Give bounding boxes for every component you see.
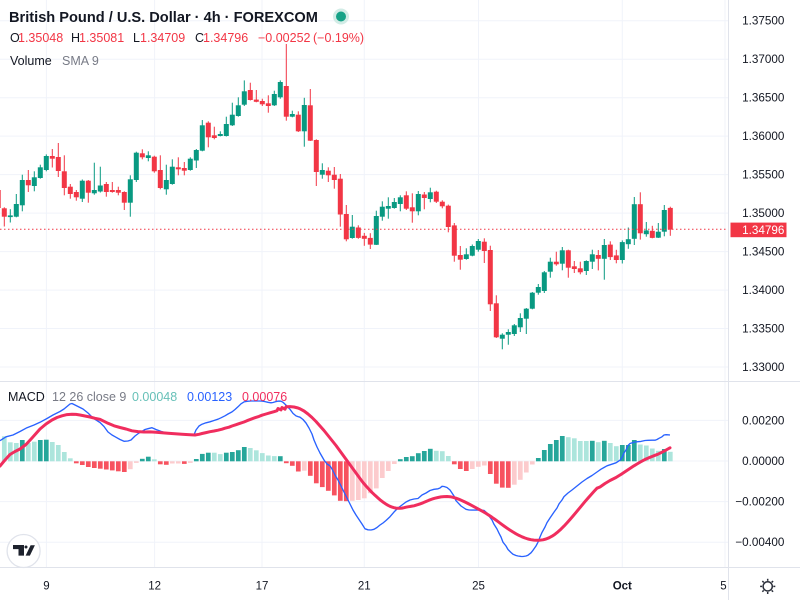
svg-text:12: 12 bbox=[148, 581, 161, 593]
svg-text:1.34796: 1.34796 bbox=[203, 31, 248, 45]
svg-text:SMA 9: SMA 9 bbox=[62, 54, 99, 68]
svg-text:(−0.19%): (−0.19%) bbox=[313, 31, 364, 45]
svg-text:1.34709: 1.34709 bbox=[140, 31, 185, 45]
svg-text:1.35081: 1.35081 bbox=[79, 31, 124, 45]
svg-text:5: 5 bbox=[720, 581, 726, 593]
svg-text:9: 9 bbox=[43, 581, 49, 593]
svg-text:0.00200: 0.00200 bbox=[742, 414, 785, 427]
svg-text:1.35000: 1.35000 bbox=[742, 207, 785, 220]
svg-text:0.00123: 0.00123 bbox=[187, 390, 232, 404]
svg-text:12 26 close 9: 12 26 close 9 bbox=[52, 390, 126, 404]
svg-text:−0.00400: −0.00400 bbox=[735, 536, 785, 549]
svg-text:1.34500: 1.34500 bbox=[742, 246, 785, 259]
svg-text:1.36500: 1.36500 bbox=[742, 92, 785, 105]
svg-text:1.34796: 1.34796 bbox=[742, 224, 784, 237]
svg-text:1.33500: 1.33500 bbox=[742, 323, 785, 336]
svg-text:1.35500: 1.35500 bbox=[742, 169, 785, 182]
svg-text:0.00048: 0.00048 bbox=[132, 390, 177, 404]
svg-text:−0.00252: −0.00252 bbox=[258, 31, 311, 45]
svg-text:H: H bbox=[71, 31, 80, 45]
svg-text:21: 21 bbox=[358, 581, 371, 593]
svg-text:O: O bbox=[10, 31, 20, 45]
svg-text:1.37000: 1.37000 bbox=[742, 53, 785, 66]
svg-text:Volume: Volume bbox=[10, 54, 52, 68]
svg-text:0.00000: 0.00000 bbox=[742, 455, 785, 468]
svg-text:MACD: MACD bbox=[8, 390, 45, 404]
svg-text:L: L bbox=[133, 31, 140, 45]
svg-text:0.00076: 0.00076 bbox=[242, 390, 287, 404]
svg-text:1.35048: 1.35048 bbox=[18, 31, 63, 45]
svg-text:17: 17 bbox=[256, 581, 269, 593]
svg-text:25: 25 bbox=[472, 581, 485, 593]
svg-text:−0.00200: −0.00200 bbox=[735, 496, 785, 509]
svg-text:British Pound / U.S. Dollar ·: British Pound / U.S. Dollar · 4h · FOREX… bbox=[9, 10, 318, 26]
svg-text:Oct: Oct bbox=[613, 581, 632, 593]
svg-text:1.37500: 1.37500 bbox=[742, 15, 785, 28]
svg-text:1.36000: 1.36000 bbox=[742, 130, 785, 143]
svg-text:1.34000: 1.34000 bbox=[742, 284, 785, 297]
svg-text:C: C bbox=[195, 31, 204, 45]
svg-text:1.33000: 1.33000 bbox=[742, 361, 785, 374]
